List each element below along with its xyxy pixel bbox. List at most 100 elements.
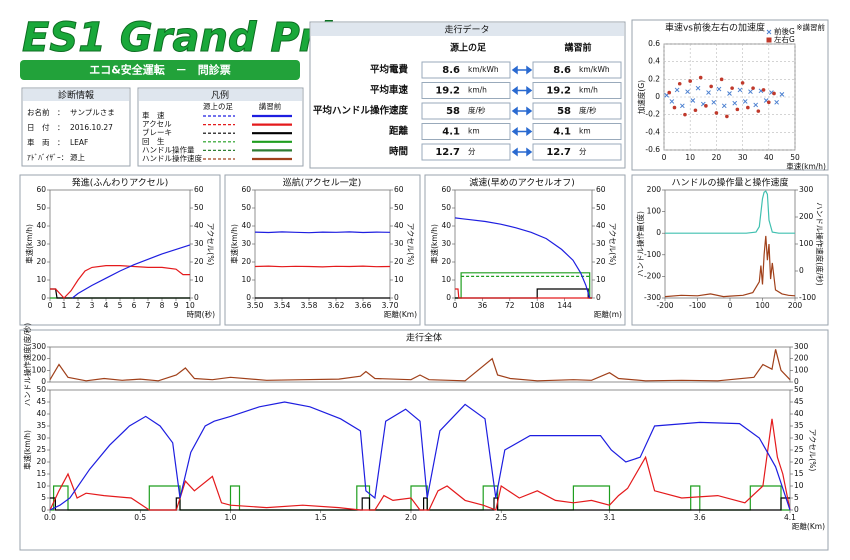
y-tick-label: 20: [241, 257, 251, 266]
chart-note: ※講習前: [796, 22, 825, 32]
x-tick-label: 3: [90, 301, 95, 310]
scatter-point: [732, 100, 738, 106]
x-axis-label: 距離(Km): [384, 309, 417, 319]
y-tick-label: 10: [241, 275, 251, 284]
x-tick-label: 108: [530, 301, 545, 310]
scatter-point: [698, 75, 703, 80]
legend-label: アクセル: [142, 120, 172, 129]
scatter-point: [742, 99, 748, 104]
y2-tick-label: 60: [394, 185, 404, 194]
scatter-point: [693, 108, 698, 113]
diagnosis-title: 診断情報: [58, 89, 94, 101]
diagnosis-label: 日 付 ：: [27, 122, 65, 132]
x-tick-label: 3.70: [382, 301, 399, 310]
plot-area: [664, 189, 796, 299]
x-tick-label: 6: [132, 301, 137, 310]
x-tick-label: 72: [505, 301, 515, 310]
scatter-point: [690, 98, 696, 103]
compare-arrow: [511, 127, 533, 136]
panel-header: [23, 89, 129, 101]
driving-data-value: 8.6: [553, 65, 571, 76]
legend-label: ブレーキ: [142, 127, 172, 137]
y-tick-label: 40: [36, 409, 46, 418]
driving-data-value: 4.1: [553, 127, 571, 138]
value-box: [532, 123, 622, 140]
panel-header: [311, 23, 624, 36]
y2-tick-label: 20: [194, 257, 204, 266]
x-tick-label: 50: [790, 153, 800, 162]
x-tick-label: 4: [104, 301, 109, 310]
y-axis-label: 車速(km/h): [24, 224, 34, 264]
series-line: [455, 288, 592, 299]
y2-axis-label: アクセル(%): [406, 223, 415, 266]
x-tick-label: 1.0: [225, 513, 237, 522]
driving-data-label: 時間: [389, 146, 408, 158]
y-tick-label: 10: [441, 275, 451, 284]
y2-tick-label: 0: [596, 293, 601, 302]
legend-label: ハンドル操作速度: [142, 153, 202, 163]
scatter-point: [751, 86, 755, 90]
panel-header: [139, 89, 302, 101]
driving-data-value: 8.6: [442, 65, 460, 76]
x-tick-label: 200: [788, 301, 803, 310]
scatter-point: [779, 91, 785, 97]
y-tick-label: 40: [241, 221, 251, 230]
diagnosis-value: 源上: [70, 153, 85, 162]
x-tick-label: 0: [728, 301, 733, 310]
y-axis-label: 車速(km/h): [229, 224, 239, 264]
x-tick-label: 0: [662, 153, 667, 162]
plot-area: [49, 346, 791, 383]
scatter-point: [674, 87, 680, 93]
scatter-point: [753, 102, 759, 108]
y2-tick-label: 0: [394, 293, 399, 302]
value-box: [532, 82, 622, 99]
y-tick-label: 50: [241, 203, 251, 212]
x-tick-label: 1: [62, 301, 67, 310]
driving-data-unit: km/h: [579, 86, 598, 95]
compare-arrow: [511, 86, 533, 95]
y-tick-label: 0: [41, 377, 46, 386]
scatter-point: [737, 87, 743, 93]
y2-tick-label: 50: [394, 203, 404, 212]
legend-marker: [766, 37, 772, 43]
x-tick-label: 3.58: [301, 301, 318, 310]
x-tick-label: 144: [557, 301, 572, 310]
y-tick-label: 300: [32, 342, 47, 351]
legend-title: 凡例: [211, 89, 229, 101]
scatter-point: [711, 99, 717, 105]
series-line: [50, 485, 790, 511]
x-tick-label: -100: [689, 301, 706, 310]
plot-area: [254, 189, 391, 299]
y-tick-label: 0: [41, 505, 46, 514]
x-tick-label: 10: [685, 153, 695, 162]
scatter-point: [672, 105, 677, 110]
driving-data-value: 58: [446, 106, 460, 117]
series-line: [72, 244, 191, 299]
y2-tick-label: 300: [799, 185, 814, 194]
y-axis-label: ハンドル操作速度(度/秒): [22, 323, 32, 406]
driving-data-unit: 度/秒: [579, 105, 597, 115]
value-box: [532, 102, 622, 120]
x-tick-label: 3.62: [328, 301, 345, 310]
series-line: [49, 401, 791, 511]
y-tick-label: 0.4: [648, 57, 660, 66]
chart-title: 巡航(アクセル一定): [283, 177, 362, 189]
scatter-point: [735, 107, 740, 112]
x-axis-label: 距離(m): [594, 309, 622, 319]
scatter-point: [669, 99, 675, 104]
driving-data-unit: km: [468, 127, 480, 136]
y2-tick-label: 30: [794, 433, 804, 442]
y2-tick-label: 200: [799, 212, 814, 221]
x-tick-label: 3.6: [694, 513, 706, 522]
diagnosis-value: LEAF: [70, 138, 88, 147]
scatter-point: [704, 104, 708, 108]
y-tick-label: 30: [36, 433, 46, 442]
y-tick-label: 0: [656, 228, 661, 237]
series-line: [49, 418, 791, 511]
y-tick-label: 35: [36, 421, 46, 430]
y-tick-label: 40: [36, 221, 46, 230]
series-line: [254, 265, 391, 268]
y2-tick-label: 40: [394, 221, 404, 230]
legend-marker: [766, 29, 772, 35]
